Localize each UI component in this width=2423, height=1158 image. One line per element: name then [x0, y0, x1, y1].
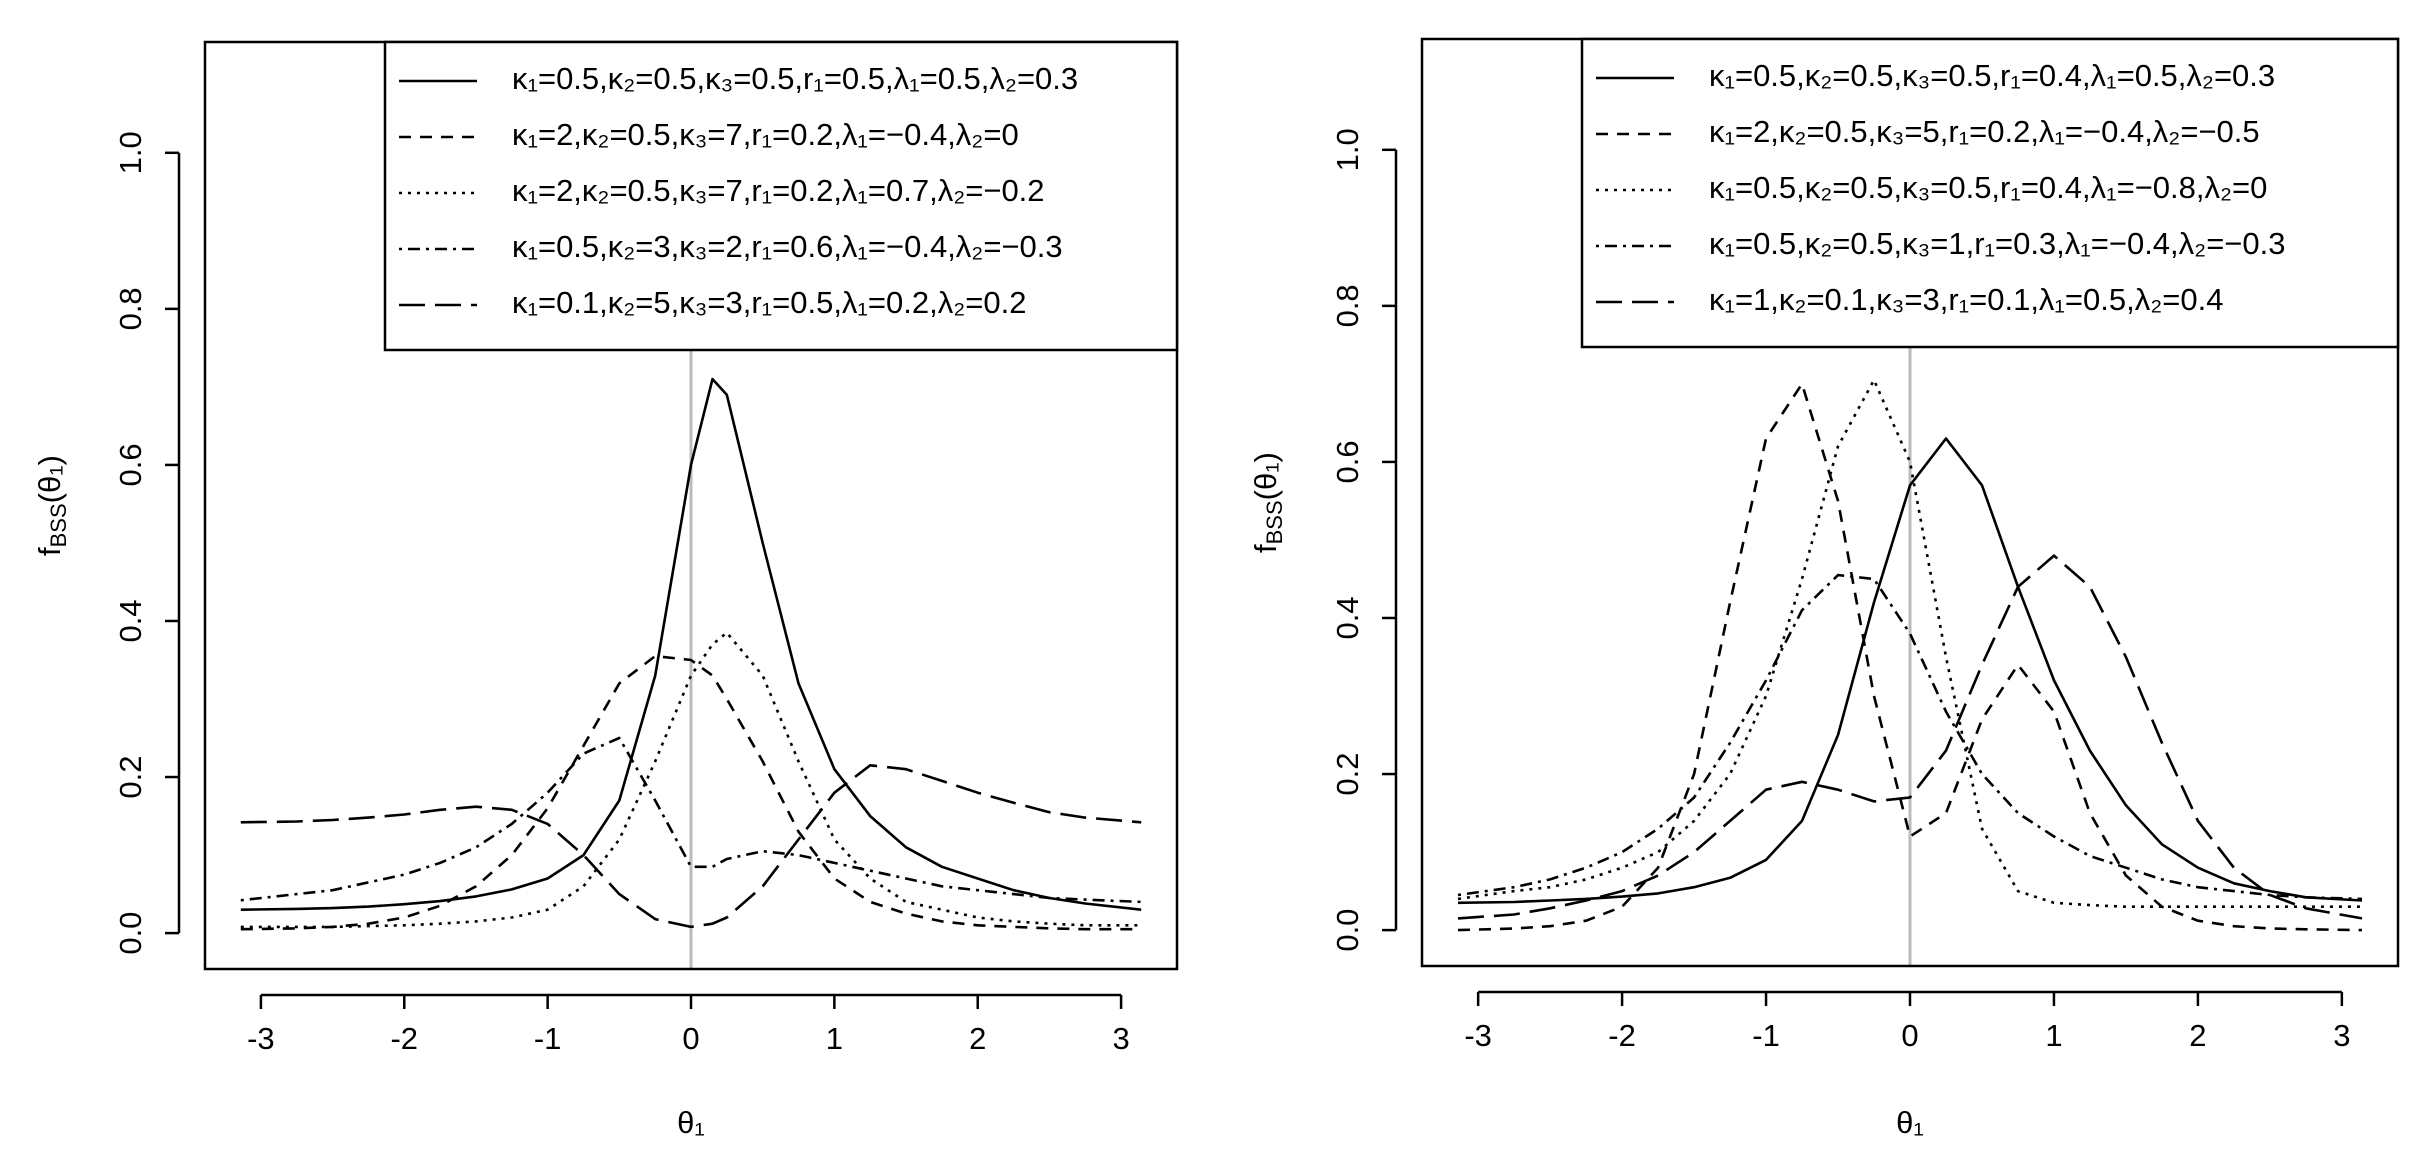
- legend-label: κ₁=0.5,κ₂=0.5,κ₃=1,r₁=0.3,λ₁=−0.4,λ₂=−0.…: [1709, 226, 2286, 261]
- curve: [240, 736, 1142, 904]
- y-axis-label-part: (θ₁): [32, 455, 67, 503]
- x-tick-label: -1: [1752, 1018, 1780, 1053]
- x-tick-label: 3: [2333, 1018, 2350, 1053]
- y-axis-label: fBSS(θ₁): [32, 455, 71, 556]
- legend-label: κ₁=2,κ₂=0.5,κ₃=7,r₁=0.2,λ₁=−0.4,λ₂=0: [512, 117, 1019, 152]
- x-tick-label: -1: [534, 1021, 562, 1056]
- curve: [240, 654, 1142, 931]
- y-axis-label-part: BSS: [1262, 500, 1287, 544]
- x-tick-label: -3: [247, 1021, 275, 1056]
- y-tick-label: 0.0: [113, 912, 148, 955]
- x-tick-label: 2: [2189, 1018, 2206, 1053]
- x-tick-label: 1: [2045, 1018, 2062, 1053]
- curve: [1457, 573, 2363, 901]
- y-axis-label-part: f: [32, 547, 67, 556]
- y-axis-label-part: BSS: [46, 503, 71, 547]
- y-axis-label-part: (θ₁): [1248, 452, 1283, 500]
- curve: [240, 764, 1142, 929]
- legend-label: κ₁=0.5,κ₂=0.5,κ₃=0.5,r₁=0.4,λ₁=−0.8,λ₂=0: [1709, 170, 2267, 205]
- x-tick-label: 2: [969, 1021, 986, 1056]
- curve: [1457, 437, 2363, 905]
- curve: [1457, 382, 2363, 932]
- y-tick-label: 0.4: [1330, 596, 1365, 639]
- legend-label: κ₁=0.5,κ₂=3,κ₃=2,r₁=0.6,λ₁=−0.4,λ₂=−0.3: [512, 229, 1063, 264]
- y-tick-label: 0.4: [113, 599, 148, 642]
- legend-label: κ₁=0.1,κ₂=5,κ₃=3,r₁=0.5,λ₁=0.2,λ₂=0.2: [512, 285, 1026, 320]
- x-tick-label: 0: [682, 1021, 699, 1056]
- x-tick-label: -2: [390, 1021, 418, 1056]
- legend-label: κ₁=2,κ₂=0.5,κ₃=7,r₁=0.2,λ₁=0.7,λ₂=−0.2: [512, 173, 1045, 208]
- x-axis-label: θ₁: [1896, 1105, 1924, 1140]
- y-tick-label: 0.8: [113, 287, 148, 330]
- x-tick-label: 3: [1112, 1021, 1129, 1056]
- y-tick-label: 0.6: [113, 443, 148, 486]
- legend-label: κ₁=2,κ₂=0.5,κ₃=5,r₁=0.2,λ₁=−0.4,λ₂=−0.5: [1709, 114, 2260, 149]
- legend-label: κ₁=0.5,κ₂=0.5,κ₃=0.5,r₁=0.4,λ₁=0.5,λ₂=0.…: [1709, 58, 2275, 93]
- legend: κ₁=0.5,κ₂=0.5,κ₃=0.5,r₁=0.5,λ₁=0.5,λ₂=0.…: [383, 40, 1179, 352]
- x-tick-label: 0: [1901, 1018, 1918, 1053]
- x-axis-label: θ₁: [677, 1105, 705, 1140]
- y-tick-label: 1.0: [1330, 128, 1365, 171]
- legend-box: [383, 40, 1179, 352]
- curve: [1457, 378, 2362, 908]
- x-tick-label: -2: [1608, 1018, 1636, 1053]
- legend: κ₁=0.5,κ₂=0.5,κ₃=0.5,r₁=0.4,λ₁=0.5,λ₂=0.…: [1580, 37, 2400, 349]
- y-tick-label: 0.2: [1330, 752, 1365, 795]
- curve: [240, 377, 1142, 911]
- curve: [1457, 554, 2363, 920]
- panel: -3 -2 -1 0 1 2 3 θ₁ 0.0 0.2 0.4 0.6 0.8 1.0 fBSS(θ₁) κ₁…: [1248, 37, 2400, 1140]
- y-axis-label: fBSS(θ₁): [1248, 452, 1287, 553]
- y-tick-label: 0.8: [1330, 284, 1365, 327]
- legend-box: [1580, 37, 2400, 349]
- y-tick-label: 0.2: [113, 755, 148, 798]
- y-tick-label: 0.6: [1330, 440, 1365, 483]
- y-tick-label: 1.0: [113, 131, 148, 174]
- x-tick-label: 1: [826, 1021, 843, 1056]
- panel: -3 -2 -1 0 1 2 3 θ₁ 0.0 0.2 0.4 0.6 0.8 1.0 fBSS(θ₁) κ₁…: [32, 40, 1179, 1140]
- y-tick-label: 0.0: [1330, 909, 1365, 952]
- legend-label: κ₁=1,κ₂=0.1,κ₃=3,r₁=0.1,λ₁=0.5,λ₂=0.4: [1709, 282, 2223, 317]
- y-axis-label-part: f: [1248, 544, 1283, 553]
- legend-label: κ₁=0.5,κ₂=0.5,κ₃=0.5,r₁=0.5,λ₁=0.5,λ₂=0.…: [512, 61, 1078, 96]
- x-tick-label: -3: [1464, 1018, 1492, 1053]
